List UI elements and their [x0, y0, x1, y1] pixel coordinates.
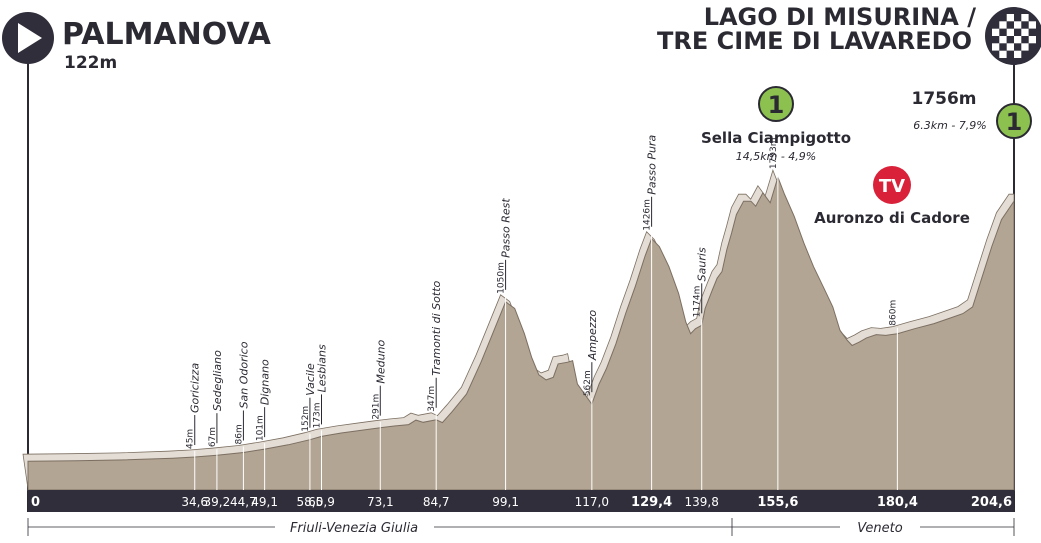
kom-category: 1	[768, 91, 785, 119]
km-tick-label: 0	[31, 495, 40, 510]
start-badge	[2, 12, 54, 64]
place-altitude: 860m	[888, 300, 898, 326]
place-altitude: 101m	[256, 415, 266, 441]
region-label-veneto: Veneto	[857, 521, 902, 536]
place-name: Sauris	[696, 247, 709, 281]
place-name: Goricizza	[189, 363, 202, 413]
checker-square	[1021, 28, 1029, 36]
place-altitude: 1174m	[693, 286, 703, 318]
place-name: Tramonti di Sotto	[430, 280, 443, 375]
region-label-friuli: Friuli-Venezia Giulia	[290, 521, 418, 536]
km-tick-label: 39,2	[204, 495, 231, 509]
place-name: Meduno	[374, 339, 387, 383]
start-altitude: 122m	[64, 53, 117, 73]
tv-place: Auronzo di Cadore	[814, 209, 970, 227]
place-altitude: 45m	[186, 429, 196, 449]
profile-area	[27, 175, 1015, 491]
region-bracket: Friuli-Venezia Giulia Veneto	[27, 518, 1015, 536]
checker-square	[1006, 14, 1014, 22]
place-name: Passo Rest	[500, 198, 513, 258]
km-tick-label: 49,1	[251, 495, 278, 509]
place-altitude: 1426m	[643, 199, 653, 231]
km-tick-label: 34,6	[181, 495, 208, 509]
place-name: Lesbians	[315, 344, 328, 392]
checker-square	[1021, 14, 1029, 22]
finish-kom-badge: 1	[996, 103, 1032, 139]
checker-square	[999, 21, 1007, 29]
place-name: Vacile	[304, 363, 317, 396]
checker-square	[1021, 43, 1029, 51]
km-axis-bar	[28, 490, 1014, 512]
km-tick-label: 117,0	[575, 495, 609, 509]
checkered-flag-icon	[985, 7, 1041, 65]
km-tick-label: 84,7	[423, 495, 450, 509]
place-altitude: 291m	[371, 394, 381, 420]
finish-title-line2: TRE CIME DI LAVAREDO	[657, 27, 972, 55]
profile-markers: 45m Goricizza 67m Sedegliano 86m San Odorico 1…	[186, 135, 898, 490]
km-tick-label: 155,6	[757, 495, 798, 510]
place-name: Sedegliano	[211, 350, 224, 411]
checker-square	[1028, 21, 1036, 29]
checker-square	[992, 43, 1000, 51]
km-tick-label: 58,5	[297, 495, 324, 509]
km-tick-label: 204,6	[971, 495, 1012, 510]
tv-label: TV	[879, 176, 905, 197]
place-name: Passo Pura	[646, 135, 659, 195]
place-altitude: 1050m	[497, 262, 507, 294]
checker-square	[1014, 50, 1022, 58]
km-tick-label: 44,7	[230, 495, 257, 509]
place-altitude: 86m	[234, 424, 244, 444]
place-name: San Odorico	[237, 341, 250, 408]
finish-climb-info: 6.3km - 7,9%	[913, 119, 987, 132]
place-name: Ampezzo	[586, 310, 599, 362]
place-altitude: 347m	[427, 386, 437, 412]
km-tick-label: 73,1	[367, 495, 394, 509]
km-tick-label: 99,1	[492, 495, 519, 509]
place-altitude: 562m	[583, 370, 593, 396]
place-altitude: 152m	[301, 406, 311, 432]
finish-kom-category: 1	[1006, 108, 1023, 136]
km-tick-labels: 0 34,639,2 44,749,1 58,560,9 73,1 84,7 99,1 117…	[31, 495, 1012, 510]
km-tick-label: 60,9	[308, 495, 335, 509]
checker-square	[1006, 28, 1014, 36]
finish-altitude: 1756m	[911, 89, 976, 109]
place-altitude: 173m	[312, 402, 322, 428]
kom-name: Sella Ciampigotto	[701, 129, 851, 147]
checker-square	[1006, 43, 1014, 51]
checker-square	[999, 36, 1007, 44]
play-triangle	[18, 23, 42, 53]
kom-badge: 1	[758, 86, 794, 122]
km-tick-label: 129,4	[631, 495, 672, 510]
place-altitude: 67m	[208, 427, 218, 447]
start-title: PALMANOVA	[62, 17, 272, 52]
km-tick-label: 180,4	[877, 495, 918, 510]
tv-badge: TV	[873, 166, 911, 204]
place-name: Dignano	[259, 359, 272, 405]
checker-square	[992, 28, 1000, 36]
place-altitude: 1793m	[769, 138, 779, 170]
km-tick-label: 139,8	[685, 495, 719, 509]
checker-square	[999, 50, 1007, 58]
finish-title-line1: LAGO DI MISURINA /	[704, 3, 977, 31]
kom-info: 14,5km - 4,9%	[736, 150, 817, 163]
checker-square	[1028, 36, 1036, 44]
checker-square	[1014, 36, 1022, 44]
checker-square	[1014, 21, 1022, 29]
